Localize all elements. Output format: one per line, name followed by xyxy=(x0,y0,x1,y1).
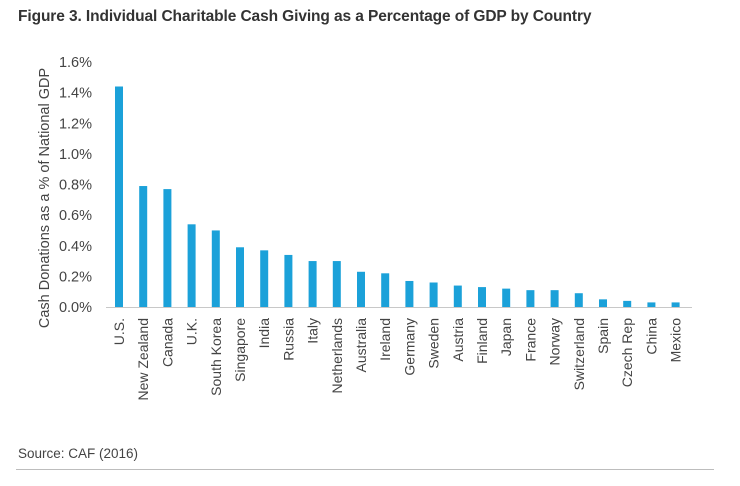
y-tick-label: 1.6% xyxy=(59,55,92,71)
y-axis-ticks: 0.0% 0.2% 0.4% 0.6% 0.8% 1.0% 1.2% 1.4% 1.6% xyxy=(59,55,92,316)
x-tick-label: Spain xyxy=(595,318,611,354)
x-tick-label: South Korea xyxy=(208,318,224,396)
bar xyxy=(211,230,220,307)
x-tick-label: Switzerland xyxy=(571,318,587,390)
y-tick-label: 1.4% xyxy=(59,86,92,102)
bar-chart: 0.0% 0.2% 0.4% 0.6% 0.8% 1.0% 1.2% 1.4% 1.6% U.S… xyxy=(37,55,692,401)
x-tick-label: Australia xyxy=(353,318,369,373)
bar xyxy=(187,224,196,307)
bars xyxy=(115,86,680,307)
bar xyxy=(139,186,148,307)
y-tick-label: 0.2% xyxy=(59,269,92,285)
chart-title: Figure 3. Individual Charitable Cash Giv… xyxy=(18,8,592,25)
x-tick-label: Czech Rep xyxy=(619,318,635,387)
x-tick-label: U.K. xyxy=(184,318,200,345)
bar xyxy=(357,271,365,307)
bar xyxy=(574,293,583,307)
x-tick-label: Germany xyxy=(401,318,417,376)
x-tick-label: Ireland xyxy=(377,318,393,361)
x-tick-label: Mexico xyxy=(668,318,684,363)
bar xyxy=(671,302,680,307)
bar xyxy=(599,299,607,307)
y-tick-label: 0.8% xyxy=(59,178,92,194)
x-tick-label: China xyxy=(643,318,659,355)
x-tick-label: India xyxy=(256,318,272,349)
x-tick-label: Netherlands xyxy=(329,318,345,394)
bar xyxy=(502,288,511,307)
bar xyxy=(115,86,123,307)
bar xyxy=(478,287,486,307)
x-tick-label: France xyxy=(522,318,538,362)
bar xyxy=(284,254,293,307)
bar xyxy=(381,273,390,307)
x-tick-label: Canada xyxy=(159,318,175,367)
bar xyxy=(236,247,244,307)
bar xyxy=(163,189,172,307)
bar xyxy=(429,282,438,307)
bar xyxy=(647,302,656,307)
bar xyxy=(526,290,535,307)
bar xyxy=(623,300,632,307)
bar xyxy=(260,250,269,307)
x-axis-labels: U.S. New Zealand Canada U.K. South Korea Sing… xyxy=(111,318,684,401)
y-tick-label: 0.0% xyxy=(59,300,92,316)
y-tick-label: 1.2% xyxy=(59,116,92,132)
x-tick-label: Italy xyxy=(305,318,321,344)
bar xyxy=(453,285,462,307)
y-tick-label: 1.0% xyxy=(59,147,92,163)
x-tick-label: Sweden xyxy=(426,318,442,369)
x-tick-label: U.S. xyxy=(111,318,127,345)
bottom-divider xyxy=(16,469,714,470)
y-axis-label: Cash Donations as a % of National GDP xyxy=(37,68,53,328)
bar xyxy=(332,261,341,307)
source-note: Source: CAF (2016) xyxy=(18,446,139,461)
x-tick-label: Austria xyxy=(450,318,466,362)
x-tick-label: Japan xyxy=(498,318,514,356)
x-tick-label: Singapore xyxy=(232,318,248,382)
x-tick-label: Finland xyxy=(474,318,490,364)
x-tick-label: Russia xyxy=(280,318,296,361)
y-tick-label: 0.4% xyxy=(59,239,92,255)
y-tick-label: 0.6% xyxy=(59,208,92,224)
x-tick-label: New Zealand xyxy=(135,318,151,401)
bar xyxy=(308,261,317,307)
x-tick-label: Norway xyxy=(547,318,563,365)
bar xyxy=(405,280,414,307)
bar xyxy=(550,290,559,307)
